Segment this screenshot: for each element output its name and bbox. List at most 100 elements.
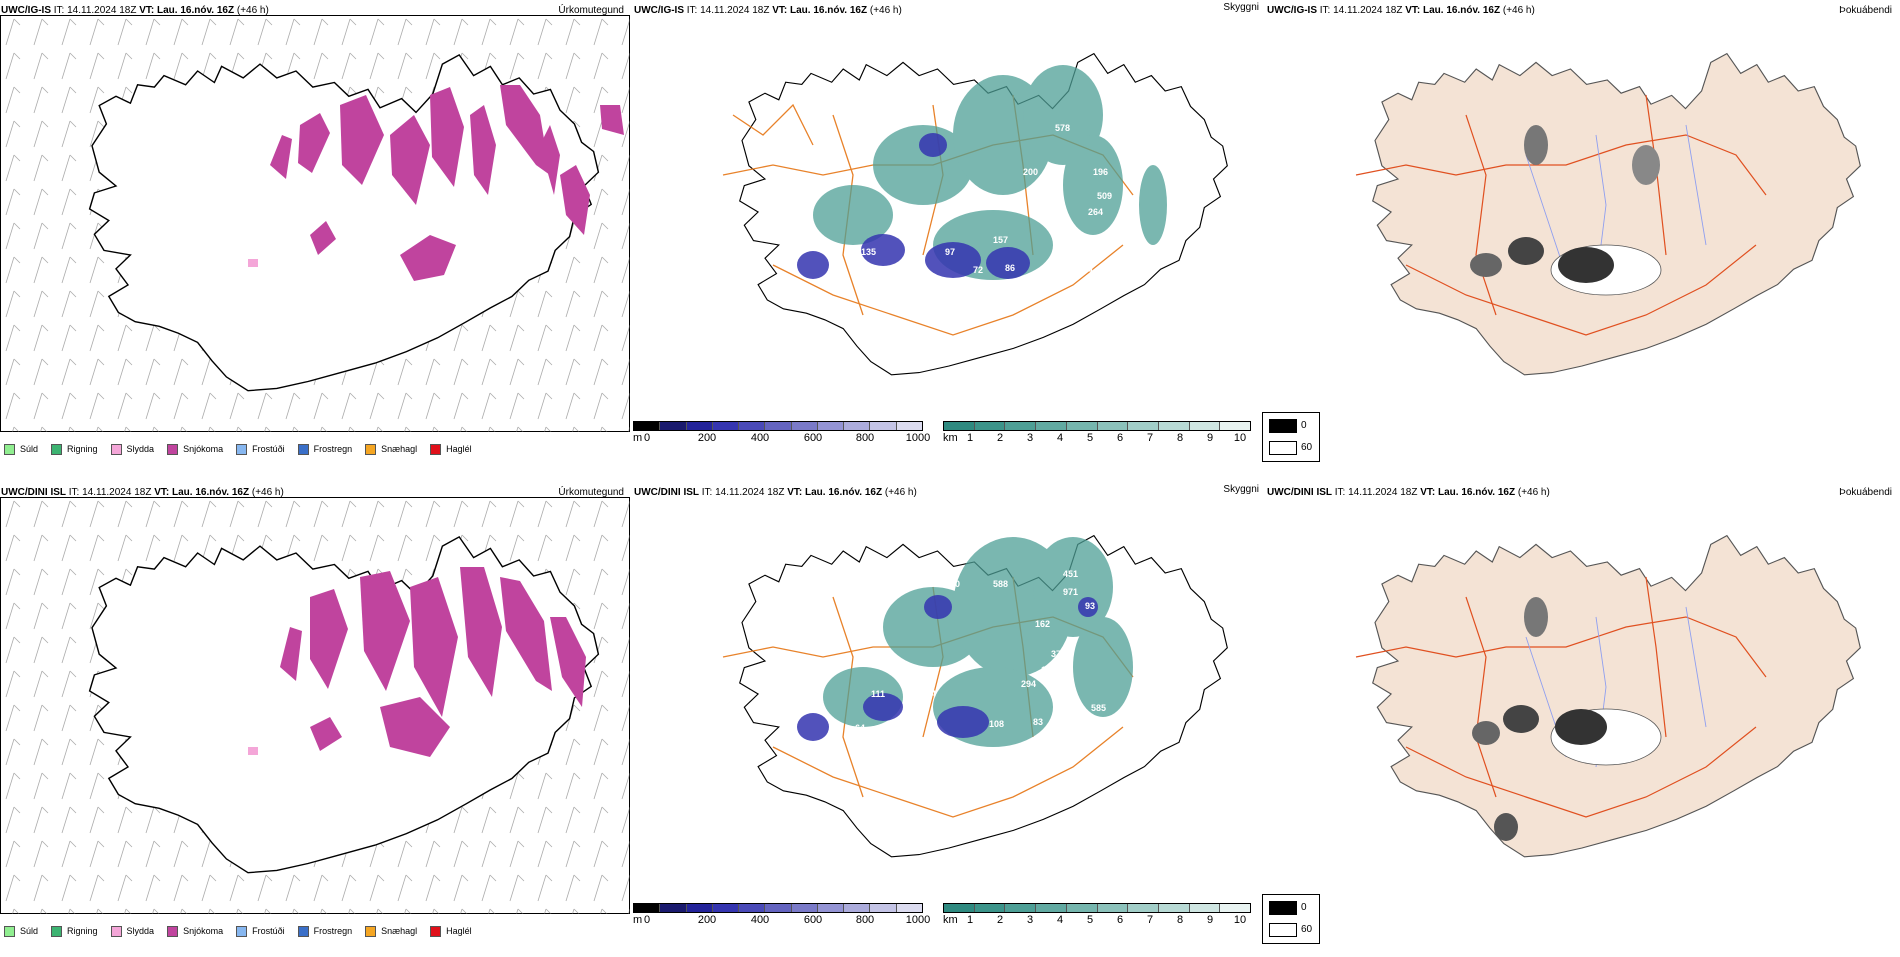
cloud-labels: 240 588 451 971 93 162 92 375 197 111 12… [855, 569, 1183, 733]
legend-item: Frostregn [297, 925, 352, 937]
cloud-label: 264 [1088, 207, 1103, 217]
colorbar-tick: 0 [643, 432, 651, 444]
colorbar-tick: 5 [1086, 914, 1094, 926]
panel-variable: Skyggni [1223, 2, 1259, 13]
cloud-label: 165 [1083, 721, 1098, 731]
legend-item: Haglél [430, 925, 472, 937]
cloudbase-colorbar: m 0 200 400 600 800 1000 [633, 903, 933, 937]
colorbar-tick: 7 [1146, 914, 1154, 926]
fog-legend-swatch [1269, 901, 1297, 915]
cloudbase-shading [797, 595, 1098, 741]
cloud-label: 157 [993, 235, 1008, 245]
cloud-label: 124 [921, 689, 936, 699]
colorbar-tick: 800 [855, 914, 875, 926]
cloud-visibility-panel-1: UWC/IG-IS IT: 14.11.2024 18Z VT: Lau. 16… [633, 0, 1263, 475]
colorbar-unit: m [633, 914, 643, 926]
cloud-label: 135 [861, 247, 876, 257]
colorbar-tick: 2 [996, 914, 1004, 926]
cloud-visibility-panel-2: UWC/DINI ISL IT: 14.11.2024 18Z VT: Lau.… [633, 482, 1263, 957]
legend-item: Snæhagl [365, 925, 417, 937]
panel-variable: Þokuábendi [1839, 5, 1892, 16]
colorbar-tick: 4 [1056, 914, 1064, 926]
cloud-label: 94 [1083, 265, 1093, 275]
colorbar-tick: 800 [855, 432, 875, 444]
cloud-label: 102 [1045, 217, 1060, 227]
cloud-label: 509 [1097, 191, 1112, 201]
cloud-label: 294 [1021, 679, 1036, 689]
fog-shading [1470, 125, 1662, 296]
cloud-label: 83 [1033, 717, 1043, 727]
legend-item: Frostúði [236, 925, 285, 937]
visibility-shading [813, 65, 1167, 280]
cloud-label: 111 [871, 689, 885, 699]
fog-legend-swatch [1269, 923, 1297, 937]
colorbar-tick: 1000 [905, 432, 931, 444]
cloud-label: 92 [1173, 615, 1183, 625]
precip-type-panel-1: UWC/IG-IS IT: 14.11.2024 18Z VT: Lau. 16… [0, 0, 630, 475]
precip-type-map [0, 15, 630, 432]
colorbar-strip [943, 421, 1251, 431]
fog-legend-swatch [1269, 419, 1297, 433]
fog-legend-label: 0 [1301, 902, 1307, 913]
panel-title: UWC/IG-IS IT: 14.11.2024 18Z VT: Lau. 16… [1267, 5, 1535, 16]
legend-item: Rigning [51, 443, 98, 455]
cloud-label: 322 [1031, 197, 1046, 207]
cloud-label: 971 [1063, 587, 1078, 597]
legend-item: Haglél [430, 443, 472, 455]
cloud-visibility-map: 578 200 196 322 102 509 264 157 135 97 7… [722, 53, 1228, 376]
fog-legend: 0 60 [1262, 412, 1320, 462]
cloudbase-colorbar: m 0 200 400 600 800 1000 [633, 421, 933, 455]
fog-legend-label: 60 [1301, 442, 1313, 453]
cloud-label: 451 [1063, 569, 1078, 579]
colorbar-unit: km [943, 914, 958, 926]
sleet-spot [248, 259, 258, 267]
colorbar-tick: 9 [1206, 432, 1214, 444]
cloud-label: 97 [945, 247, 955, 257]
legend-item: Frostregn [297, 443, 352, 455]
legend-item: Snjókoma [167, 925, 223, 937]
legend-item: Snæhagl [365, 443, 417, 455]
fog-legend-label: 0 [1301, 420, 1307, 431]
panel-variable: Þokuábendi [1839, 487, 1892, 498]
legend-item: Slydda [110, 925, 154, 937]
panel-variable: Skyggni [1223, 484, 1259, 495]
legend-item: Frostúði [236, 443, 285, 455]
fog-legend-label: 60 [1301, 924, 1313, 935]
cloud-label: 200 [1023, 167, 1038, 177]
fog-legend-swatch [1269, 441, 1297, 455]
cloud-label: 64 [855, 723, 865, 733]
cloud-label: 196 [1093, 167, 1108, 177]
cloud-label: 585 [1091, 703, 1106, 713]
colorbar-tick: 400 [750, 914, 770, 926]
fog-legend: 0 60 [1262, 894, 1320, 944]
legend-item: Snjókoma [167, 443, 223, 455]
panel-title: UWC/IG-IS IT: 14.11.2024 18Z VT: Lau. 16… [634, 5, 902, 16]
cloud-label: 86 [1005, 263, 1015, 273]
legend-item: Rigning [51, 925, 98, 937]
colorbar-tick: 3 [1026, 432, 1034, 444]
cloud-labels: 578 200 196 322 102 509 264 157 135 97 7… [836, 123, 1112, 275]
panel-title: UWC/DINI ISL IT: 14.11.2024 18Z VT: Lau.… [634, 487, 917, 498]
colorbar-strip [943, 903, 1251, 913]
roads [1355, 576, 1767, 818]
colorbar-tick: 6 [1116, 914, 1124, 926]
fog-panel-1: UWC/IG-IS IT: 14.11.2024 18Z VT: Lau. 16… [1262, 0, 1896, 475]
precip-type-panel-2: UWC/DINI ISL IT: 14.11.2024 18Z VT: Lau.… [0, 482, 630, 957]
panel-title: UWC/DINI ISL IT: 14.11.2024 18Z VT: Lau.… [1, 487, 284, 498]
cloud-label: 93 [1085, 601, 1095, 611]
panel-title: UWC/DINI ISL IT: 14.11.2024 18Z VT: Lau.… [1267, 487, 1550, 498]
colorbar-tick: 7 [1146, 432, 1154, 444]
colorbar-tick: 4 [1056, 432, 1064, 444]
cloud-label: 240 [945, 579, 960, 589]
precip-legend: Súld Rigning Slydda Snjókoma Frostúði Fr… [4, 923, 485, 939]
panel-title: UWC/IG-IS IT: 14.11.2024 18Z VT: Lau. 16… [1, 5, 269, 16]
colorbar-tick: 600 [803, 914, 823, 926]
legend-item: Súld [4, 925, 38, 937]
fog-panel-2: UWC/DINI ISL IT: 14.11.2024 18Z VT: Lau.… [1262, 482, 1896, 957]
cloud-label: 72 [973, 265, 983, 275]
cloud-label: 108 [989, 719, 1004, 729]
fog-map [1355, 53, 1861, 376]
colorbar-tick: 1 [966, 914, 974, 926]
colorbar-tick: 8 [1176, 914, 1184, 926]
snow-areas [270, 85, 624, 281]
